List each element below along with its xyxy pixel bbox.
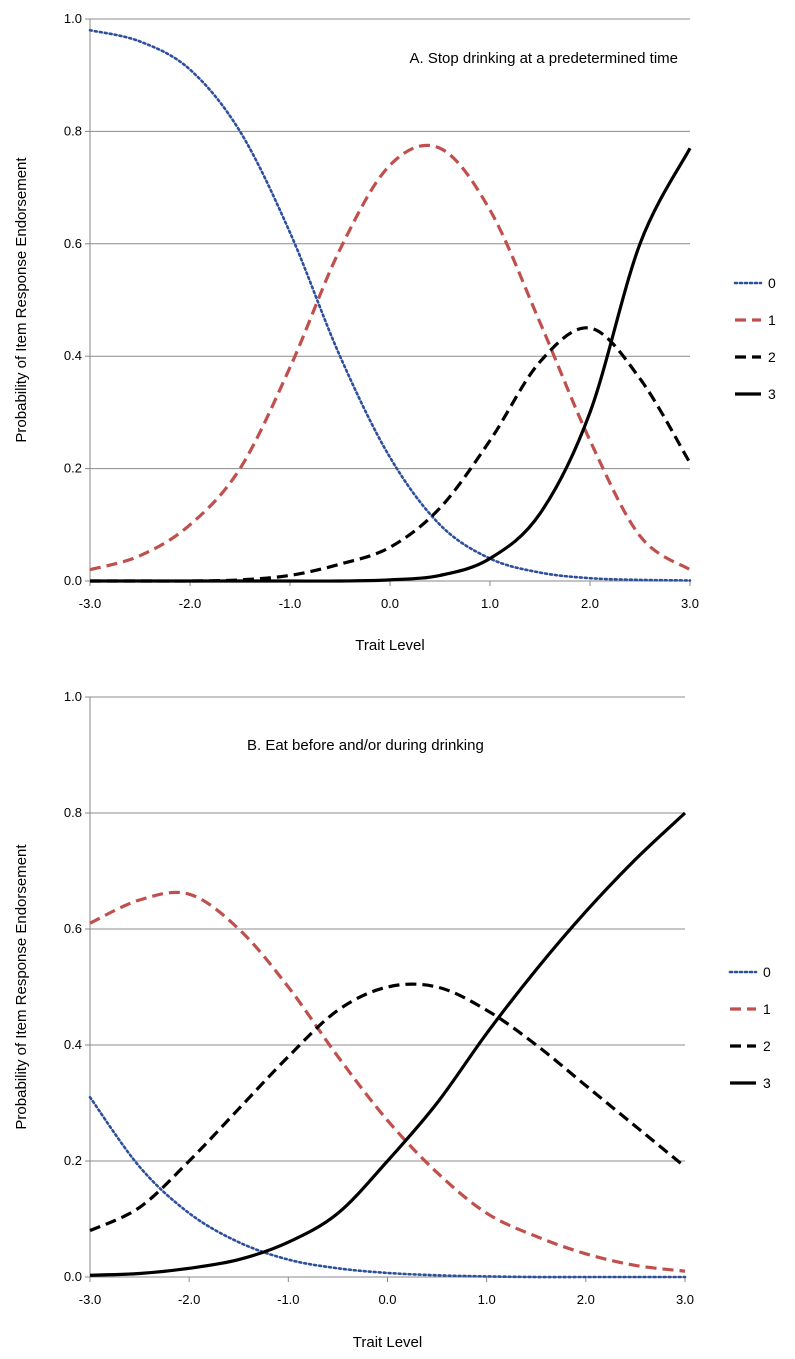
- series-line-3: [89, 811, 687, 1277]
- y-tick-label: 1.0: [64, 11, 82, 26]
- x-tick-label: 2.0: [577, 1292, 595, 1307]
- legend-label-0: 0: [763, 964, 771, 980]
- y-axis-title: Probability of Item Response Endorsement: [13, 844, 30, 1130]
- series-line-1: [89, 890, 686, 1273]
- x-tick-label: 0.0: [381, 596, 399, 611]
- chart-title: A. Stop drinking at a predetermined time: [410, 50, 678, 67]
- x-tick-label: 3.0: [676, 1292, 694, 1307]
- chart-panel-a: 0.0 0.2 0.4 0.6 0.8 1.0 -3.0 -2.0 -1.0 0.0 1.0 2.0 3…: [13, 11, 776, 654]
- legend: 0 1 2 3: [728, 964, 771, 1091]
- x-tick-label: -3.0: [79, 1292, 101, 1307]
- series-line-2: [90, 326, 692, 583]
- y-tick-label: 0.8: [64, 123, 82, 138]
- x-tick-label: -3.0: [79, 596, 101, 611]
- x-tick-label: -1.0: [279, 596, 301, 611]
- y-tick-label: 1.0: [64, 689, 82, 704]
- legend: 0 1 2 3: [733, 275, 776, 402]
- x-axis-title: Trait Level: [355, 637, 424, 654]
- x-tick-label: 3.0: [681, 596, 699, 611]
- x-tick-label: -2.0: [179, 596, 201, 611]
- chart-title: B. Eat before and/or during drinking: [247, 737, 484, 754]
- y-tick-label: 0.8: [64, 805, 82, 820]
- y-tick-label: 0.6: [64, 921, 82, 936]
- legend-label-1: 1: [763, 1001, 771, 1017]
- y-axis-title: Probability of Item Response Endorsement: [13, 157, 30, 443]
- x-tick-label: -2.0: [178, 1292, 200, 1307]
- series-line-3: [90, 147, 692, 583]
- y-tick-label: 0.6: [64, 236, 82, 251]
- y-tick-label: 0.2: [64, 1153, 82, 1168]
- x-tick-label: 2.0: [581, 596, 599, 611]
- legend-label-2: 2: [768, 349, 776, 365]
- y-tick-label: 0.4: [64, 1037, 82, 1052]
- x-tick-label: -1.0: [277, 1292, 299, 1307]
- y-tick-label: 0.0: [64, 1269, 82, 1284]
- legend-label-3: 3: [763, 1075, 771, 1091]
- series-line-1: [89, 143, 691, 572]
- y-tick-label: 0.0: [64, 573, 82, 588]
- x-tick-label: 1.0: [478, 1292, 496, 1307]
- x-tick-label: 0.0: [378, 1292, 396, 1307]
- legend-label-3: 3: [768, 386, 776, 402]
- legend-label-2: 2: [763, 1038, 771, 1054]
- chart-panel-b: 0.0 0.2 0.4 0.6 0.8 1.0 -3.0 -2.0 -1.0 0.0 1.0 2.0 3…: [13, 689, 771, 1351]
- y-tick-label: 0.4: [64, 348, 82, 363]
- x-axis-title: Trait Level: [353, 1334, 422, 1351]
- x-tick-label: 1.0: [481, 596, 499, 611]
- legend-label-0: 0: [768, 275, 776, 291]
- series-line-0: [88, 28, 692, 582]
- legend-label-1: 1: [768, 312, 776, 328]
- series-line-2: [89, 982, 687, 1233]
- y-tick-label: 0.2: [64, 461, 82, 476]
- series-line-0: [88, 1095, 687, 1279]
